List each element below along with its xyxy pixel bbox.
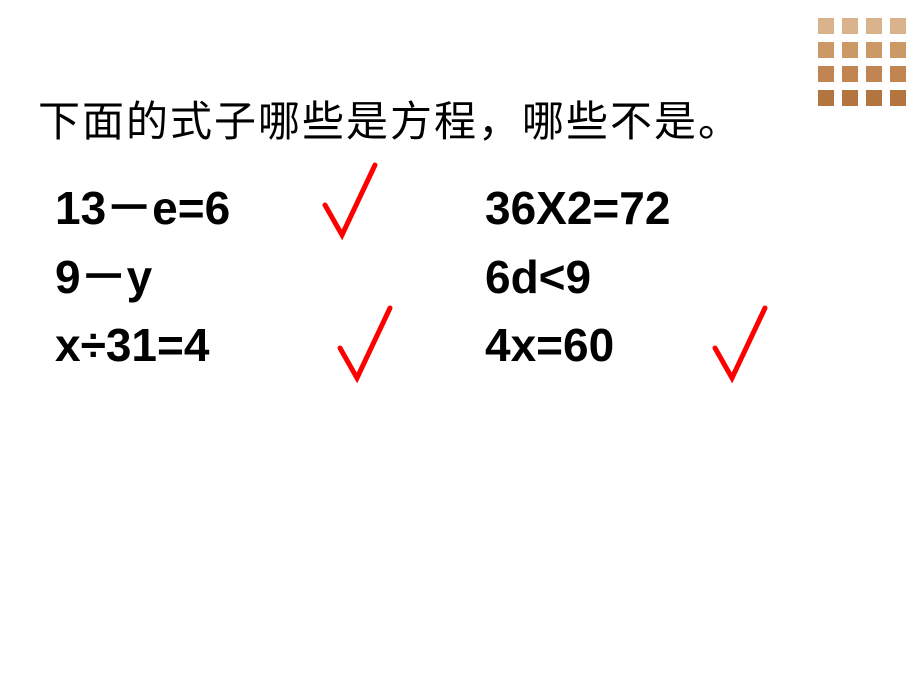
equation-3-left: x÷31=4 xyxy=(55,312,485,379)
equations-grid: 13－e=6 36X2=72 9－y 6d<9 x÷31=4 4x=60 xyxy=(55,175,875,381)
equation-row-3: x÷31=4 4x=60 xyxy=(55,312,875,379)
equation-2-right: 6d<9 xyxy=(485,244,865,311)
decorative-dots xyxy=(818,18,908,108)
equation-row-1: 13－e=6 36X2=72 xyxy=(55,175,875,242)
checkmark-icon xyxy=(335,300,405,390)
equation-row-2: 9－y 6d<9 xyxy=(55,244,875,311)
checkmark-icon xyxy=(710,300,780,390)
equation-2-left: 9－y xyxy=(55,244,485,311)
equation-1-left: 13－e=6 xyxy=(55,175,485,242)
question-title: 下面的式子哪些是方程，哪些不是。 xyxy=(38,88,742,149)
equation-3-right: 4x=60 xyxy=(485,312,865,379)
equation-1-right: 36X2=72 xyxy=(485,175,865,242)
checkmark-icon xyxy=(320,157,390,247)
